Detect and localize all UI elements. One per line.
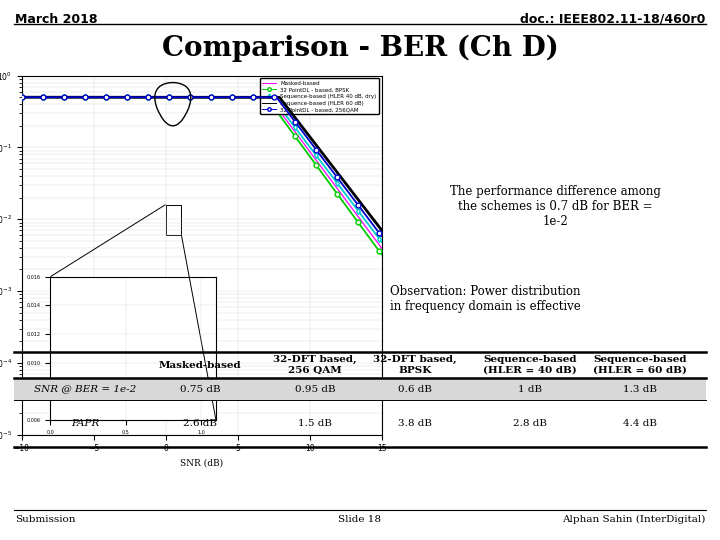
Text: 2.8 dB: 2.8 dB — [513, 419, 547, 428]
Text: 3.8 dB: 3.8 dB — [398, 419, 432, 428]
Text: 1.3 dB: 1.3 dB — [623, 384, 657, 394]
Text: 0.95 dB: 0.95 dB — [294, 384, 336, 394]
Text: SNR @ BER = 1e-2: SNR @ BER = 1e-2 — [34, 384, 136, 394]
Text: March 2018: March 2018 — [15, 13, 97, 26]
Text: Sequence-based
(HLER = 60 dB): Sequence-based (HLER = 60 dB) — [593, 355, 687, 375]
Text: Submission: Submission — [15, 515, 76, 524]
Text: 0.6 dB: 0.6 dB — [398, 384, 432, 394]
Bar — [14, 378, 706, 400]
Text: Sequence-based
(HLER = 40 dB): Sequence-based (HLER = 40 dB) — [483, 355, 577, 375]
Text: The performance difference among
the schemes is 0.7 dB for BER =
1e-2: The performance difference among the sch… — [449, 185, 660, 228]
Text: Alphan Sahin (InterDigital): Alphan Sahin (InterDigital) — [562, 515, 705, 524]
Legend: Masked-based, 32 PointDL - based, BPSK, Sequence-based (HLER 40 dB, dry), Sequen: Masked-based, 32 PointDL - based, BPSK, … — [260, 78, 379, 114]
Text: Observation: Power distribution
in frequency domain is effective: Observation: Power distribution in frequ… — [390, 285, 581, 313]
Text: Slide 18: Slide 18 — [338, 515, 382, 524]
Text: 32-DFT based,
BPSK: 32-DFT based, BPSK — [373, 355, 456, 375]
Text: PAPR: PAPR — [71, 419, 99, 428]
X-axis label: SNR (dB): SNR (dB) — [180, 459, 223, 468]
Text: 0.75 dB: 0.75 dB — [180, 384, 220, 394]
Text: 2.6 dB: 2.6 dB — [183, 419, 217, 428]
Text: 32-DFT based,
256 QAM: 32-DFT based, 256 QAM — [273, 355, 357, 375]
Text: 1.5 dB: 1.5 dB — [298, 419, 332, 428]
Text: doc.: IEEE802.11-18/460r0: doc.: IEEE802.11-18/460r0 — [520, 13, 705, 26]
Text: 1 dB: 1 dB — [518, 384, 542, 394]
Text: Masked-based: Masked-based — [158, 361, 241, 369]
Text: Comparison - BER (Ch D): Comparison - BER (Ch D) — [161, 35, 559, 62]
Text: 4.4 dB: 4.4 dB — [623, 419, 657, 428]
